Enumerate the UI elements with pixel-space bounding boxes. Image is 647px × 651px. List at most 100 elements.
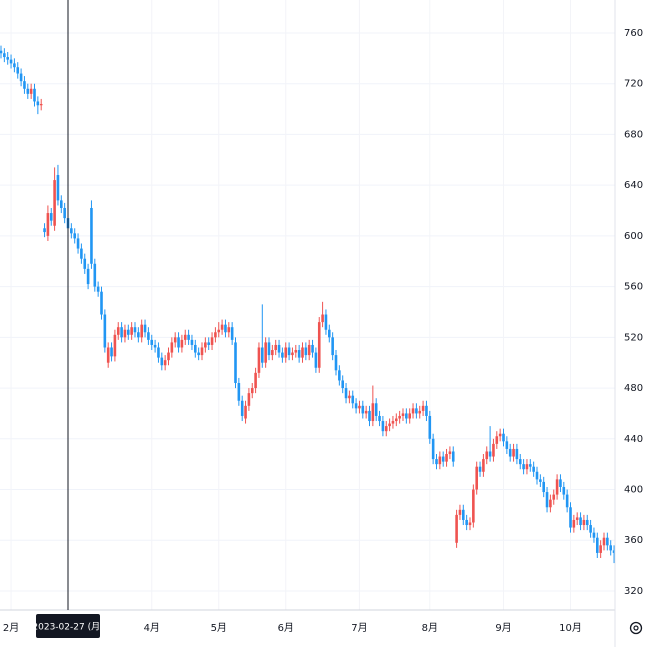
candle-body — [331, 337, 334, 356]
candle-body — [438, 456, 442, 465]
y-tick-label: 480 — [624, 383, 643, 394]
candle-body — [254, 372, 257, 389]
candle-body — [123, 329, 127, 338]
candle-body — [261, 347, 264, 363]
candle-body — [284, 347, 288, 358]
y-tick-label: 400 — [624, 485, 643, 496]
candle-body — [398, 415, 401, 419]
candle-body — [599, 545, 602, 553]
candle-body — [250, 388, 254, 394]
candle-body — [542, 481, 545, 493]
candle-body — [113, 334, 117, 357]
candle-body — [358, 405, 361, 409]
gear-ring — [629, 621, 643, 635]
candle-body — [606, 537, 609, 546]
candle-body — [482, 459, 485, 472]
candle-body — [120, 327, 123, 338]
candle-body — [522, 464, 525, 470]
candle-body — [502, 433, 505, 442]
candle-body — [351, 395, 355, 404]
candle-body — [287, 347, 291, 356]
candle-body — [549, 499, 552, 508]
candle-body — [247, 393, 251, 406]
candle-body — [116, 327, 120, 335]
candle-body — [3, 53, 6, 58]
candle-body — [401, 413, 405, 416]
candle-body — [485, 451, 489, 460]
candle-body — [596, 537, 599, 553]
candle-body — [495, 436, 499, 444]
candle-body — [441, 456, 445, 462]
candle-body — [488, 451, 492, 457]
candle-body — [381, 421, 385, 432]
candle-body — [321, 314, 324, 323]
candle-body — [39, 103, 43, 106]
candle-body — [170, 342, 174, 353]
candle-body — [301, 347, 304, 358]
y-tick-label: 760 — [624, 28, 643, 39]
candle-body — [445, 454, 448, 462]
candle-body — [515, 448, 519, 460]
candle-body — [518, 459, 522, 465]
candle-body — [43, 228, 46, 233]
candle-body — [133, 327, 137, 333]
candle-body — [16, 67, 20, 74]
candle-body — [137, 332, 140, 338]
candle-body — [73, 233, 76, 239]
x-tick-label: 5月 — [211, 622, 227, 634]
grid — [0, 0, 615, 610]
candle-body — [572, 519, 576, 528]
candle-body — [160, 357, 164, 366]
candle-body — [371, 403, 375, 422]
candle-body — [26, 88, 30, 94]
candle-body — [535, 471, 539, 480]
axes: 320 360 400 440 480 520 560 600 640 680 720 760 2月 20… — [3, 0, 643, 638]
x-tick-label: 2月 — [3, 622, 19, 634]
candle-body — [529, 464, 532, 467]
candle-body — [230, 327, 234, 340]
candle-body — [197, 352, 200, 356]
candle-body — [328, 329, 331, 338]
candles — [0, 45, 616, 564]
y-tick-label: 320 — [624, 586, 643, 597]
candle-body — [264, 342, 267, 363]
candle-body — [585, 519, 589, 526]
candle-body — [324, 314, 328, 330]
candle-body — [498, 433, 502, 437]
gear-center — [633, 625, 639, 631]
crosshair-label-bg — [36, 614, 100, 638]
candle-body — [227, 327, 231, 333]
candle-body — [475, 466, 478, 490]
candle-body — [127, 329, 130, 335]
candle-body — [364, 410, 368, 414]
candle-body — [83, 258, 87, 269]
candle-body — [472, 489, 475, 523]
candle-body — [271, 350, 274, 356]
x-tick-label: 4月 — [144, 622, 160, 634]
candle-body — [130, 327, 133, 335]
candle-body — [53, 180, 56, 226]
y-tick-label: 680 — [624, 129, 643, 140]
candle-body — [368, 410, 371, 422]
candle-body — [180, 339, 184, 348]
candle-body — [237, 382, 241, 401]
candle-body — [565, 494, 569, 508]
candle-body — [153, 344, 157, 348]
candle-body — [60, 200, 63, 208]
candle-body — [277, 344, 281, 353]
candle-body — [539, 479, 542, 482]
candle-body — [6, 57, 9, 60]
candle-body — [344, 388, 348, 399]
candle-body — [204, 342, 207, 348]
y-tick-label: 560 — [624, 282, 643, 293]
candle-body — [70, 228, 73, 234]
y-tick-label: 440 — [624, 434, 643, 445]
candle-body — [9, 59, 13, 64]
candle-body — [468, 522, 472, 526]
candle-body — [294, 350, 298, 353]
candle-body — [220, 324, 224, 330]
settings-icon[interactable] — [629, 621, 643, 635]
candle-body — [234, 342, 237, 383]
candle-body — [411, 408, 415, 414]
